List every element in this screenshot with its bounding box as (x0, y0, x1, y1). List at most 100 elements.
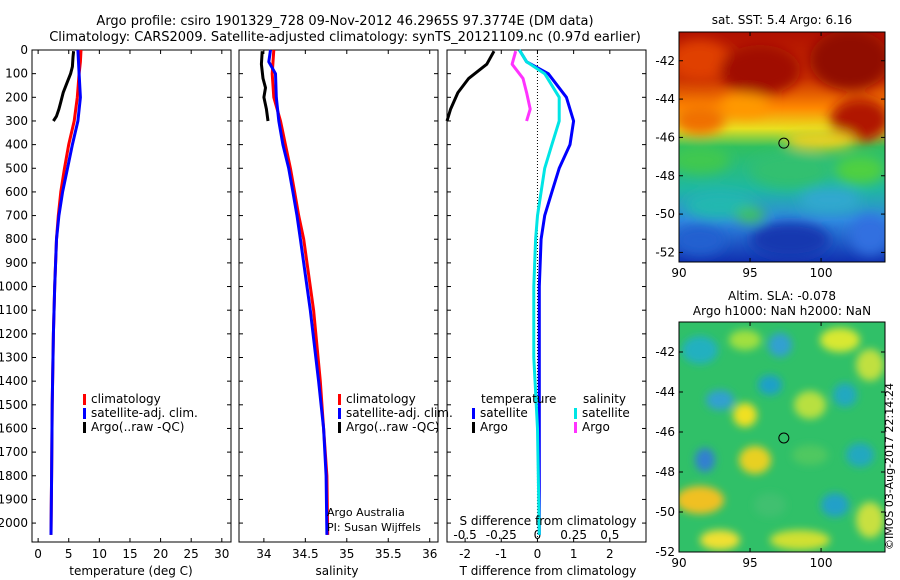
depth-tick-label: 1500 (0, 398, 28, 412)
difference-series-1 (445, 50, 496, 122)
sst-field (679, 32, 885, 262)
sst-map-lon-tick-label: 90 (671, 266, 686, 280)
difference-legend-swatch (472, 422, 475, 433)
temperature-panel: 0 5 10 15 20 25 300100200300400500600700800900… (0, 43, 232, 578)
temperature-legend-swatch (83, 422, 86, 433)
sst-map-lat-tick-label: -50 (655, 207, 675, 221)
sst-map-lon-tick-label: 95 (742, 266, 757, 280)
salinity-legend-label: Argo(..raw -QC) (346, 420, 439, 434)
depth-tick-label: 1100 (0, 303, 28, 317)
temperature-x-tick-label: 30 (214, 547, 229, 561)
temperature-marks: 0 5 10 15 20 25 300100200300400500600700800900… (0, 43, 231, 561)
depth-tick-label: 500 (5, 161, 28, 175)
depth-tick-label: 1300 (0, 351, 28, 365)
temperature-legend-swatch (83, 408, 86, 419)
sst-map-ticks: 90 95 100 -42 -44 -46 -48 -50 -52 (655, 32, 885, 280)
difference-panel: -2 -1 0 1 2-0.5 -0.25 0 0.25 0.5 temperaturesate… (445, 49, 647, 578)
temperature-x-tick-label: 0 (34, 547, 42, 561)
difference-x2-tick-label: 0.25 (560, 528, 587, 542)
difference-legend-swatch (574, 422, 577, 433)
sla-map-lat-tick-label: -48 (655, 465, 675, 479)
depth-tick-label: 2000 (0, 516, 28, 530)
difference-legend-title: temperature (481, 392, 556, 406)
difference-axes-frame (446, 49, 647, 543)
sst-map-panel: sat. SST: 5.4 Argo: 6.16 (655, 13, 886, 280)
salinity-marks: 34 34.5 35 35.5 36 (239, 49, 438, 561)
salinity-axes-frame (238, 49, 439, 543)
sla-map-frame (678, 321, 886, 553)
temperature-axes-frame (31, 49, 232, 543)
sla-map-title-line1: Altim. SLA: -0.078 (728, 289, 836, 303)
salinity-legend-swatch (338, 422, 341, 433)
sla-map-lat-tick-label: -52 (655, 545, 675, 559)
header-subtitle: Climatology: CARS2009. Satellite-adjuste… (49, 30, 641, 45)
depth-tick-label: 1200 (0, 327, 28, 341)
temperature-legend-label: satellite-adj. clim. (91, 406, 198, 420)
difference-legend-label: satellite (582, 406, 630, 420)
depth-tick-label: 400 (5, 138, 28, 152)
depth-tick-label: 900 (5, 256, 28, 270)
temperature-x-axis-label: temperature (deg C) (69, 564, 192, 578)
sla-map-panel: Altim. SLA: -0.078 Argo h1000: NaN h2000… (655, 289, 886, 570)
temperature-legend-label: climatology (91, 392, 161, 406)
salinity-x-tick-label: 34 (256, 547, 271, 561)
difference-x2-tick-label: 0.5 (600, 528, 619, 542)
sst-map-title: sat. SST: 5.4 Argo: 6.16 (712, 13, 852, 27)
header-title: Argo profile: csiro 1901329_728 09-Nov-2… (96, 14, 593, 29)
difference-x2-tick-label: 0 (534, 528, 542, 542)
depth-tick-label: 1900 (0, 492, 28, 506)
salinity-legend-label: climatology (346, 392, 416, 406)
temperature-x-tick-label: 5 (65, 547, 73, 561)
difference-x-tick-label: -1 (495, 547, 507, 561)
salinity-series-1 (267, 49, 329, 535)
salinity-x-tick-label: 35 (339, 547, 354, 561)
depth-tick-label: 1700 (0, 445, 28, 459)
temperature-legend-swatch (83, 394, 86, 405)
salinity-legend-swatch (338, 394, 341, 405)
difference-x2-tick-label: -0.5 (453, 528, 476, 542)
sst-map-lon-tick-label: 100 (810, 266, 833, 280)
difference-legend-title: salinity (583, 392, 626, 406)
sla-map-ticks: 90 95 100 -42 -44 -46 -48 -50 -52 (655, 322, 885, 570)
salinity-legend-swatch (338, 408, 341, 419)
sla-map-lat-tick-label: -44 (655, 385, 675, 399)
imos-timestamp: ©IMOS 03-Aug-2017 22:14:24 (883, 383, 896, 550)
sla-map-lon-tick-label: 95 (742, 556, 757, 570)
salinity-x-tick-label: 34.5 (292, 547, 319, 561)
depth-tick-label: 300 (5, 114, 28, 128)
difference-x-tick-label: 0 (534, 547, 542, 561)
depth-tick-label: 100 (5, 67, 28, 81)
sst-map-lat-tick-label: -52 (655, 245, 675, 259)
sla-map-lon-tick-label: 100 (810, 556, 833, 570)
depth-tick-label: 0 (20, 43, 28, 57)
salinity-x-tick-label: 35.5 (375, 547, 402, 561)
difference-legend-label: Argo (480, 420, 508, 434)
depth-tick-label: 800 (5, 232, 28, 246)
depth-tick-label: 200 (5, 90, 28, 104)
difference-legend-swatch (574, 408, 577, 419)
difference-legend-label: satellite (480, 406, 528, 420)
depth-tick-label: 1400 (0, 374, 28, 388)
sla-map-title-line2: Argo h1000: NaN h2000: NaN (693, 304, 871, 318)
difference-series-3 (510, 50, 532, 122)
difference-x-tick-label: 1 (570, 547, 578, 561)
salinity-x-tick-label: 36 (422, 547, 437, 561)
sla-field (679, 322, 885, 552)
depth-tick-label: 600 (5, 185, 28, 199)
temperature-x-tick-label: 25 (184, 547, 199, 561)
sla-map-lat-tick-label: -42 (655, 345, 675, 359)
salinity-panel: 34 34.5 35 35.5 36 climatologysatellite-adj.… (238, 49, 453, 578)
difference-x-axis-label: T difference from climatology (459, 564, 637, 578)
salinity-series-2 (259, 51, 270, 122)
temperature-x-tick-label: 15 (122, 547, 137, 561)
salinity-annotation-line1: Argo Australia (327, 506, 405, 519)
salinity-legend-label: satellite-adj. clim. (346, 406, 453, 420)
sst-map-lat-tick-label: -44 (655, 92, 675, 106)
sst-map-lat-tick-label: -46 (655, 130, 675, 144)
sla-map-lat-tick-label: -46 (655, 425, 675, 439)
salinity-annotation-line2: PI: Susan Wijffels (327, 521, 421, 534)
difference-legend: temperaturesatelliteArgosalinitysatellit… (472, 392, 630, 434)
